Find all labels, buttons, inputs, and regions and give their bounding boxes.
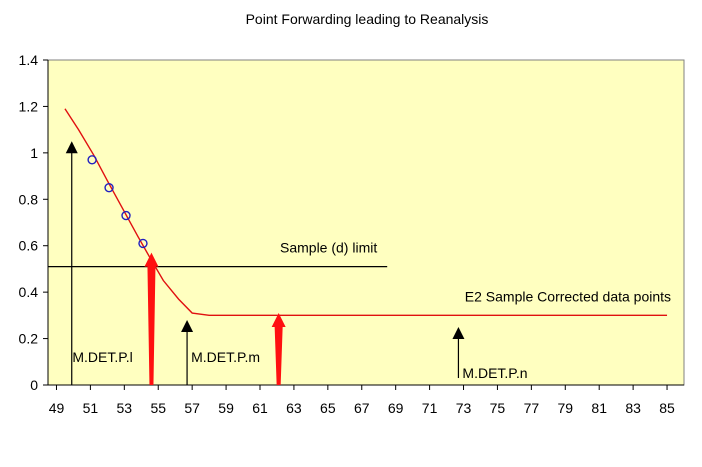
- annotations-group: M.DET.P.l M.DET.P.m M.DET.P.n E2 Sample Cor…: [72, 288, 671, 381]
- reference-line-group: Sample (d) limit: [48, 240, 388, 268]
- x-tick-label: 85: [659, 400, 675, 416]
- y-tick-label: 1.2: [19, 98, 39, 114]
- y-tick-label: 0.6: [19, 238, 39, 254]
- x-tick-label: 61: [252, 400, 268, 416]
- x-tick-label: 59: [218, 400, 234, 416]
- data-point: [121, 210, 131, 221]
- y-tick-label: 0.8: [19, 191, 39, 207]
- x-tick-label: 53: [117, 400, 133, 416]
- x-tick-label: 55: [150, 400, 166, 416]
- black-arrow-head: [452, 326, 465, 339]
- x-tick-label: 81: [591, 400, 607, 416]
- black-arrow-head: [65, 141, 78, 154]
- black-arrow-head: [181, 320, 194, 332]
- y-tick-label: 0: [30, 377, 38, 393]
- y-tick-label: 1.4: [19, 52, 39, 68]
- x-tick-label: 49: [49, 400, 65, 416]
- plot-area: [47, 59, 685, 386]
- y-tick-label: 0.2: [19, 331, 39, 347]
- x-tick-label: 51: [83, 400, 99, 416]
- y-tick-label: 1: [30, 145, 38, 161]
- data-point: [87, 155, 97, 165]
- x-tick-label: 73: [456, 400, 472, 416]
- x-tick-label: 65: [320, 400, 336, 416]
- x-tick-label: 71: [422, 400, 438, 416]
- red-arrow: [144, 252, 159, 385]
- x-tick-label: 63: [286, 400, 302, 416]
- markers-group: [87, 155, 148, 249]
- x-tick-label: 67: [354, 400, 370, 416]
- axes: 0 0.2 0.4 0.6 0.8 1 1.2 1.4 49 51 53 55 57 59 61 63 65 67…: [19, 52, 684, 416]
- annotation-label: M.DET.P.l: [72, 349, 132, 365]
- y-tick-label: 0.4: [19, 284, 39, 300]
- annotation-label: E2 Sample Corrected data points: [465, 288, 671, 304]
- reference-line-label: Sample (d) limit: [280, 240, 377, 256]
- chart-title: Point Forwarding leading to Reanalysis: [246, 11, 489, 27]
- data-point: [104, 182, 114, 193]
- x-tick-label: 77: [524, 400, 540, 416]
- x-tick-label: 79: [557, 400, 573, 416]
- x-tick-label: 83: [625, 400, 641, 416]
- x-tick-label: 75: [490, 400, 506, 416]
- arrows-group: [65, 141, 465, 385]
- annotation-label: M.DET.P.n: [462, 365, 527, 381]
- red-arrow: [271, 313, 286, 385]
- annotation-label: M.DET.P.m: [191, 349, 260, 365]
- x-tick-label: 57: [184, 400, 200, 416]
- data-point: [138, 238, 148, 249]
- x-tick-label: 69: [388, 400, 404, 416]
